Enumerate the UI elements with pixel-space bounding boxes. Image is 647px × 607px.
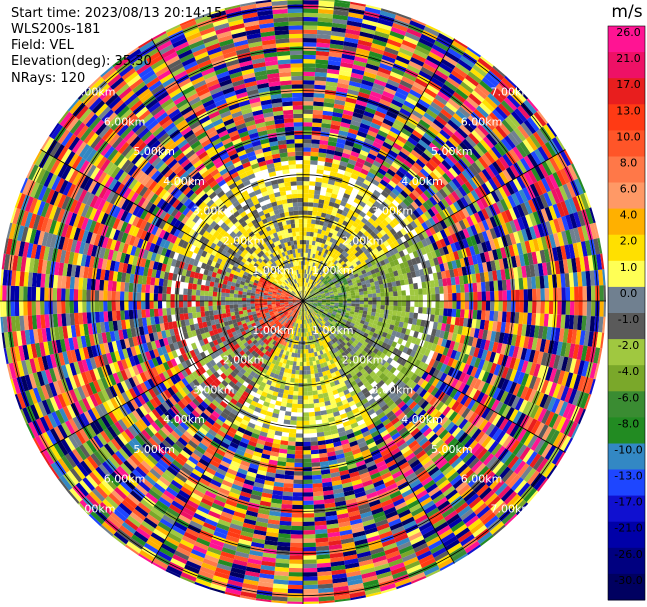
- colorbar-tick-label: 6.0: [620, 183, 638, 196]
- range-ring-label: 2.00km: [223, 235, 265, 248]
- range-ring-label: 7.00km: [491, 86, 533, 99]
- range-ring-label: 5.00km: [133, 145, 175, 158]
- azimuth-spoke: [302, 300, 455, 564]
- colorbar-tick-label: 21.0: [616, 52, 641, 65]
- colorbar-tick-label: -4.0: [618, 365, 639, 378]
- colorbar-tick-label: -10.0: [614, 444, 642, 457]
- colorbar-tick-label: 26.0: [616, 26, 641, 39]
- range-ring-label: 4.00km: [163, 413, 205, 426]
- colorbar-tick-label: 17.0: [616, 78, 641, 91]
- colorbar-tick-label: -6.0: [618, 391, 639, 404]
- colorbar-title: m/s: [611, 2, 642, 22]
- azimuth-spoke: [302, 38, 455, 302]
- azimuth-spoke: [302, 300, 566, 453]
- colorbar-tick-label: -13.0: [614, 470, 642, 483]
- colorbar-box: [608, 313, 645, 340]
- colorbar-tick-label: 2.0: [620, 235, 638, 248]
- instrument-name: WLS200s-181: [11, 22, 101, 37]
- colorbar-box: [608, 495, 645, 523]
- elevation: Elevation(deg): 35.30: [11, 54, 152, 69]
- range-ring-label: 3.00km: [372, 383, 414, 396]
- colorbar-box: [608, 260, 645, 288]
- colorbar-box: [608, 104, 645, 131]
- range-ring-label: 3.00km: [193, 383, 235, 396]
- range-ring-label: 2.00km: [342, 354, 384, 367]
- range-ring-label: 1.00km: [312, 324, 354, 337]
- range-ring-label: 5.00km: [431, 443, 473, 456]
- colorbar-box: [608, 156, 645, 184]
- range-ring-label: 3.00km: [372, 205, 414, 218]
- colorbar-box: [608, 182, 645, 210]
- colorbar-tick-label: 8.0: [620, 157, 638, 170]
- range-ring-label: 2.00km: [342, 235, 384, 248]
- colorbar-tick-label: -2.0: [618, 339, 639, 352]
- colorbar-box: [608, 234, 645, 262]
- colorbar-box: [608, 208, 645, 236]
- colorbar-box: [608, 130, 645, 157]
- colorbar-box: [608, 52, 645, 79]
- colorbar-ticks: 26.0 21.0 17.0 13.0 10.0 8.0 6.0 4.0 2.0 1.0 0.0 -1…: [614, 26, 642, 587]
- colorbar-tick-label: -1.0: [618, 313, 639, 326]
- azimuth-spoke: [151, 300, 304, 564]
- colorbar-box: [608, 547, 645, 575]
- azimuth-spoke: [40, 300, 304, 453]
- range-ring-label: 2.00km: [223, 354, 265, 367]
- start-time: Start time: 2023/08/13 20:14:15: [11, 6, 223, 21]
- range-ring-label: 6.00km: [104, 116, 146, 129]
- colorbar-tick-label: -17.0: [614, 496, 642, 509]
- range-ring-label: 1.00km: [252, 324, 294, 337]
- range-ring-label: 5.00km: [431, 145, 473, 158]
- range-ring-label: 3.00km: [193, 205, 235, 218]
- colorbar-box: [608, 469, 645, 497]
- colorbar-box: [608, 573, 645, 601]
- colorbar-tick-label: -21.0: [614, 522, 642, 535]
- colorbar-tick-label: 13.0: [616, 104, 641, 117]
- colorbar-box: [608, 443, 645, 471]
- colorbar-box: [608, 521, 645, 549]
- colorbar-box: [608, 26, 645, 53]
- field-name: Field: VEL: [11, 38, 74, 53]
- velocity-sectors: [0, 0, 606, 604]
- range-ring-label: 1.00km: [312, 264, 354, 277]
- colorbar-box: [608, 391, 645, 418]
- colorbar-tick-label: 1.0: [620, 261, 638, 274]
- range-ring-label: 6.00km: [104, 473, 146, 486]
- colorbar-boxes: [607, 25, 646, 601]
- range-ring-label: 7.00km: [491, 502, 533, 515]
- range-ring-label: 7.00km: [74, 502, 116, 515]
- azimuth-spoke: [151, 38, 304, 302]
- colorbar-tick-label: 4.0: [620, 209, 638, 222]
- range-ring-label: 7.00km: [74, 86, 116, 99]
- colorbar-box: [608, 365, 645, 392]
- range-ring-label: 6.00km: [461, 473, 503, 486]
- colorbar-tick-label: 10.0: [616, 130, 641, 143]
- range-ring-label: 5.00km: [133, 443, 175, 456]
- range-ring-label: 4.00km: [163, 175, 205, 188]
- range-ring-labels: 1.00km 1.00km 1.00km 1.00km 2.00km 2.00km 2.00…: [74, 86, 532, 516]
- azimuth-spoke: [302, 149, 566, 302]
- colorbar-box: [608, 78, 645, 105]
- colorbar-box: [608, 286, 645, 314]
- range-ring-label: 4.00km: [401, 175, 443, 188]
- range-ring-label: 4.00km: [401, 413, 443, 426]
- nrays: NRays: 120: [11, 71, 86, 86]
- range-ring-label: 1.00km: [252, 264, 294, 277]
- colorbar-tick-label: -26.0: [614, 548, 642, 561]
- colorbar-tick-label: -8.0: [618, 417, 639, 430]
- range-ring-label: 6.00km: [461, 116, 503, 129]
- azimuth-spoke: [40, 149, 304, 302]
- colorbar-box: [608, 339, 645, 366]
- colorbar-box: [608, 417, 645, 444]
- azimuth-spokes: [0, 0, 606, 604]
- colorbar-tick-label: -30.0: [614, 574, 642, 587]
- colorbar-tick-label: 0.0: [620, 287, 638, 300]
